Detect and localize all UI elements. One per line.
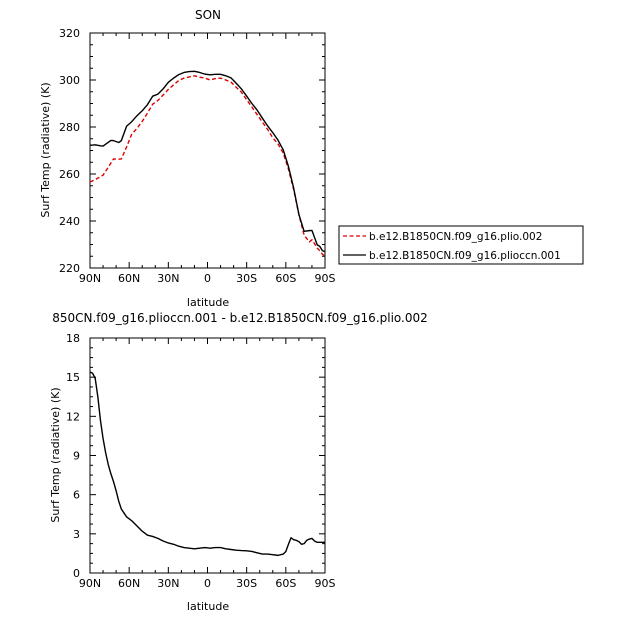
- bottom-y-axis-label: Surf Temp (radiative) (K): [49, 387, 62, 522]
- top-x-tick-label: 90N: [79, 272, 101, 285]
- top-y-tick-label: 220: [59, 262, 80, 275]
- top-x-tick-label: 30N: [157, 272, 179, 285]
- top-x-tick-label: 0: [204, 272, 211, 285]
- top-y-tick-label: 260: [59, 168, 80, 181]
- bottom-x-tick-label: 30S: [236, 577, 257, 590]
- bottom-x-tick-label: 60N: [118, 577, 140, 590]
- legend: b.e12.B1850CN.f09_g16.plio.002 b.e12.B18…: [338, 225, 584, 265]
- bottom-x-tick-label: 90N: [79, 577, 101, 590]
- bottom-y-tick-label: 15: [66, 371, 80, 384]
- bottom-series-line-1: [89, 371, 325, 557]
- bottom-y-tick-label: 18: [66, 332, 80, 345]
- bottom-y-ticks: 0 3 6 9 12 15 18: [66, 332, 325, 580]
- bottom-y-tick-label: 12: [66, 410, 80, 423]
- legend-label-plioccn: b.e12.B1850CN.f09_g16.plioccn.001: [369, 250, 561, 262]
- top-series-line-2: [89, 70, 326, 253]
- top-y-axis-label: Surf Temp (radiative) (K): [39, 82, 52, 217]
- top-series-lines: [89, 70, 326, 257]
- bottom-y-tick-label: 9: [73, 450, 80, 463]
- bottom-x-ticks: 90N 60N 30N 0 30S 60S 90S: [79, 338, 336, 590]
- top-y-tick-label: 320: [59, 27, 80, 40]
- top-x-axis-label: latitude: [187, 296, 229, 309]
- top-y-ticks: 220 240 260 280 300 320: [59, 27, 325, 275]
- bottom-y-tick-label: 6: [73, 489, 80, 502]
- bottom-series-lines: [89, 371, 325, 557]
- top-y-tick-label: 240: [59, 215, 80, 228]
- top-panel: SON 90N 60N 30N 0 30S 60S 90S 220 240 260 280 300 3…: [39, 8, 584, 309]
- bottom-x-tick-label: 0: [204, 577, 211, 590]
- top-x-tick-label: 90S: [315, 272, 336, 285]
- top-y-tick-label: 300: [59, 74, 80, 87]
- top-plot-frame: [89, 32, 326, 269]
- bottom-y-tick-label: 3: [73, 528, 80, 541]
- bottom-plot-frame: [89, 337, 326, 574]
- bottom-x-axis-label: latitude: [187, 600, 229, 613]
- top-series-line-1: [89, 75, 326, 257]
- bottom-panel: 850CN.f09_g16.plioccn.001 - b.e12.B1850C…: [49, 311, 428, 613]
- bottom-x-tick-label: 30N: [157, 577, 179, 590]
- top-x-tick-label: 60S: [275, 272, 296, 285]
- bottom-y-tick-label: 0: [73, 567, 80, 580]
- top-x-tick-label: 30S: [236, 272, 257, 285]
- top-chart-title: SON: [195, 8, 221, 22]
- legend-label-plio: b.e12.B1850CN.f09_g16.plio.002: [369, 231, 542, 243]
- bottom-x-tick-label: 90S: [315, 577, 336, 590]
- top-x-ticks: 90N 60N 30N 0 30S 60S 90S: [79, 33, 336, 285]
- top-x-tick-label: 60N: [118, 272, 140, 285]
- top-y-tick-label: 280: [59, 121, 80, 134]
- bottom-chart-title: 850CN.f09_g16.plioccn.001 - b.e12.B1850C…: [52, 311, 428, 325]
- legend-box: [338, 225, 584, 265]
- bottom-x-tick-label: 60S: [275, 577, 296, 590]
